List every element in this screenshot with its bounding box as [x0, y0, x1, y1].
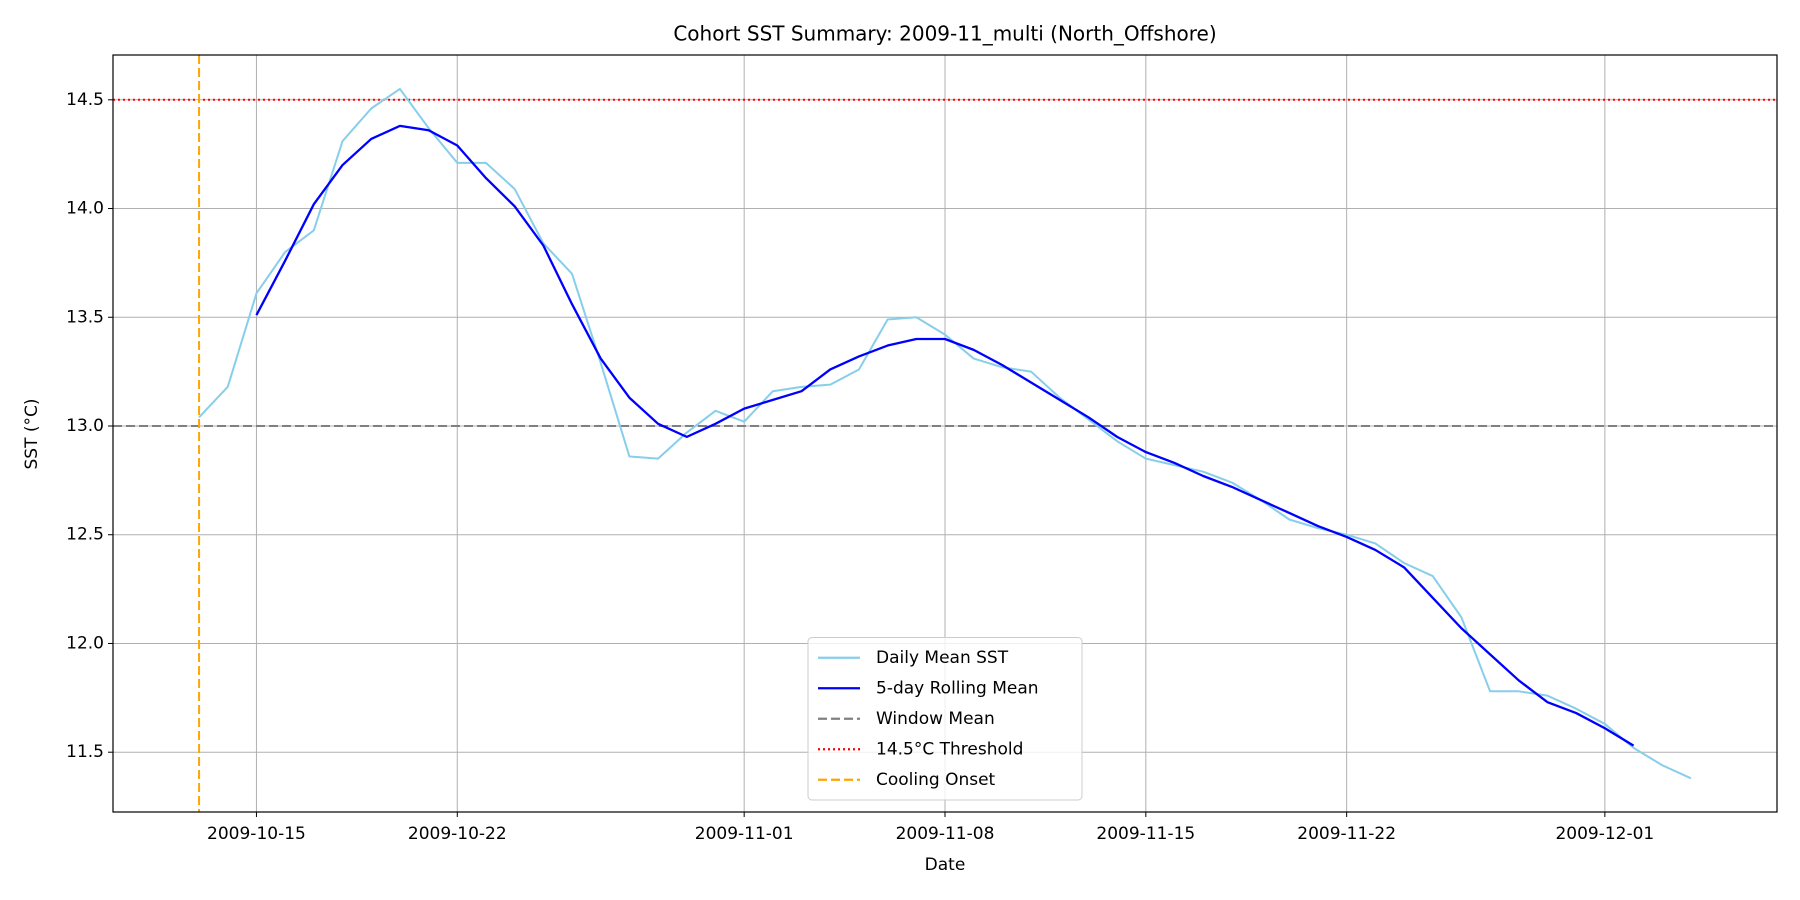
plot-frame: [112, 54, 1778, 813]
legend-label: Cooling Onset: [876, 770, 996, 790]
legend-label: Window Mean: [876, 709, 995, 729]
x-tick-label: 2009-12-01: [1555, 824, 1654, 844]
y-tick-label: 13.5: [66, 307, 104, 327]
x-tick-label: 2009-11-08: [896, 824, 995, 844]
x-tick-label: 2009-11-22: [1297, 824, 1396, 844]
x-tick-label: 2009-11-01: [695, 824, 794, 844]
y-tick-label: 14.0: [66, 199, 104, 219]
y-tick-label: 14.5: [66, 90, 104, 110]
legend-box: [807, 637, 1083, 801]
x-axis-label: Date: [925, 855, 966, 875]
legend-label: 14.5°C Threshold: [876, 739, 1023, 759]
chart-title: Cohort SST Summary: 2009-11_multi (North…: [673, 22, 1216, 46]
legend: Daily Mean SST 5-day Rolling Mean Window M…: [807, 637, 1083, 801]
y-tick-label: 13.0: [66, 416, 104, 436]
y-tick-label: 11.5: [66, 742, 104, 762]
legend-label: Daily Mean SST: [876, 648, 1009, 668]
x-tick-label: 2009-10-22: [408, 824, 507, 844]
data-line: [198, 87, 1692, 780]
data-line: [255, 124, 1635, 747]
x-tick-label: 2009-11-15: [1096, 824, 1195, 844]
legend-label: 5-day Rolling Mean: [876, 678, 1039, 698]
x-tick-label: 2009-10-15: [207, 824, 306, 844]
y-tick-label: 12.5: [66, 525, 104, 545]
y-axis-label: SST (°C): [22, 398, 42, 469]
y-tick-label: 12.0: [66, 633, 104, 653]
